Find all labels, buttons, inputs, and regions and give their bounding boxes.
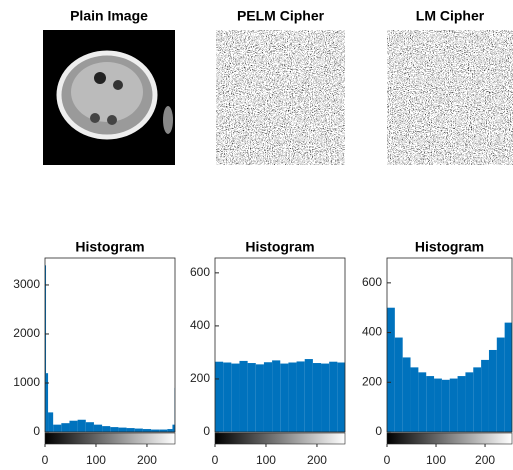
colorbar — [387, 433, 512, 444]
histogram-bar — [118, 428, 126, 432]
y-tick-label: 3000 — [13, 277, 40, 291]
lm-cipher-image — [387, 30, 513, 165]
histogram-bar — [94, 425, 102, 432]
histogram-bar — [297, 361, 305, 432]
histogram-bar — [86, 422, 94, 432]
x-tick-label: 100 — [426, 453, 446, 467]
y-tick-label: 0 — [203, 424, 210, 438]
histogram-bar — [505, 323, 512, 432]
histogram-bar — [321, 364, 329, 432]
histogram-bar — [264, 362, 272, 432]
histogram-bar — [172, 425, 174, 432]
histogram-bar — [450, 379, 458, 432]
histogram-bar — [127, 428, 135, 432]
histogram-bar — [395, 338, 403, 432]
y-tick-label: 400 — [190, 318, 210, 332]
image-title: PELM Cipher — [237, 8, 325, 24]
histogram-bar — [231, 364, 239, 432]
axes-box — [45, 258, 175, 432]
figure: Plain Image PELM Cipher LM Cipher Histogram… — [0, 0, 513, 470]
histogram-bar — [223, 363, 231, 432]
histogram-bar — [411, 367, 419, 432]
y-tick-label: 0 — [33, 424, 40, 438]
histogram-title: Histogram — [245, 239, 314, 255]
histogram-bar — [288, 363, 296, 432]
histogram-title: Histogram — [415, 239, 484, 255]
colorbar — [45, 433, 175, 444]
histogram-bar — [61, 423, 69, 432]
histogram-bar — [403, 357, 411, 432]
y-tick-label: 2000 — [13, 326, 40, 340]
x-tick-label: 0 — [384, 453, 391, 467]
histogram-bar — [497, 338, 505, 432]
x-tick-label: 200 — [307, 453, 327, 467]
histogram-bar — [329, 362, 337, 432]
histogram-bar — [215, 362, 223, 432]
colorbar — [215, 433, 345, 444]
histogram-bar — [280, 364, 288, 432]
histogram-bar — [489, 350, 497, 432]
histogram-bar — [426, 376, 434, 432]
histogram-bar — [135, 429, 143, 432]
histogram-bar — [481, 360, 489, 432]
histogram-bar — [48, 412, 53, 432]
y-tick-label: 400 — [362, 325, 382, 339]
y-tick-label: 600 — [190, 265, 210, 279]
histogram-bar — [78, 420, 86, 432]
x-tick-label: 200 — [137, 453, 157, 467]
histogram-bar — [337, 363, 345, 432]
histogram-bar — [434, 379, 442, 432]
image-title: Plain Image — [70, 8, 148, 24]
histogram-bar — [239, 361, 247, 432]
histogram-bar — [53, 425, 61, 432]
x-tick-label: 100 — [256, 453, 276, 467]
histogram-bar — [110, 427, 118, 432]
page: Plain Image PELM Cipher LM Cipher Histogram… — [0, 0, 513, 470]
histogram-bar — [102, 426, 110, 432]
x-tick-label: 200 — [475, 453, 495, 467]
pelm-cipher-image — [216, 30, 345, 165]
histogram-title: Histogram — [75, 239, 144, 255]
y-tick-label: 200 — [190, 371, 210, 385]
histogram-bar — [418, 372, 426, 432]
histogram-bar — [473, 367, 481, 432]
histogram-bar — [69, 421, 77, 432]
plain-image — [43, 30, 175, 165]
histogram-bar — [248, 363, 256, 432]
y-tick-label: 200 — [362, 374, 382, 388]
histogram-bar — [167, 429, 172, 432]
histogram-bar — [313, 363, 321, 432]
histogram-bar — [143, 429, 151, 432]
histogram-bar — [256, 364, 264, 432]
y-tick-label: 600 — [362, 275, 382, 289]
image-title: LM Cipher — [416, 8, 485, 24]
histogram-bar — [465, 372, 473, 432]
y-tick-label: 0 — [375, 424, 382, 438]
histogram-bar — [305, 359, 313, 432]
x-tick-label: 0 — [42, 453, 49, 467]
x-tick-label: 0 — [212, 453, 219, 467]
histogram-bar — [442, 380, 450, 432]
histogram-bar — [387, 308, 395, 432]
histogram-bar — [46, 373, 48, 432]
histogram-bar — [458, 376, 466, 432]
y-tick-label: 1000 — [13, 375, 40, 389]
x-tick-label: 100 — [86, 453, 106, 467]
histogram-bar — [272, 360, 280, 432]
